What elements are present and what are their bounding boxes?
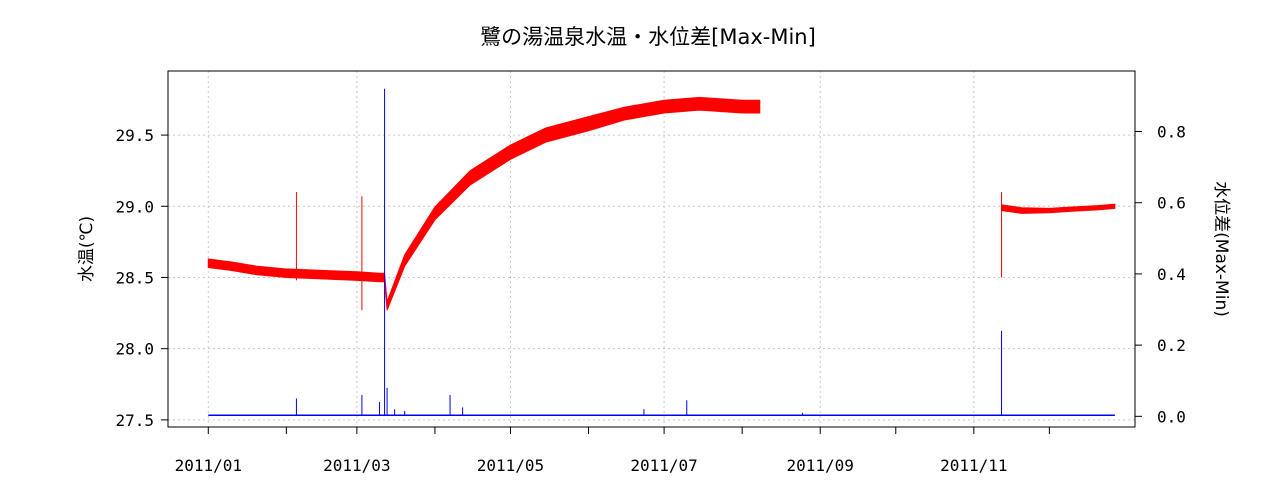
y2-tick-label: 0.6 xyxy=(1157,194,1186,213)
y-axis-label: 水温(℃) xyxy=(77,216,97,282)
y2-tick-label: 0.8 xyxy=(1157,123,1186,142)
axes: 2011/01 2011/03 2011/05 2011/07 2011/09 2011/… xyxy=(115,123,1185,475)
y-tick-label: 28.0 xyxy=(115,340,154,359)
x-tick-label: 2011/03 xyxy=(323,456,390,475)
y2-axis-label: 水位差(Max-Min) xyxy=(1211,181,1231,317)
x-tick-label: 2011/05 xyxy=(477,456,544,475)
temperature-band xyxy=(207,96,761,311)
y-tick-label: 29.5 xyxy=(115,126,154,145)
y2-tick-label: 0.4 xyxy=(1157,265,1186,284)
y2-tick-label: 0.2 xyxy=(1157,336,1186,355)
x-tick-label: 2011/07 xyxy=(630,456,697,475)
plot-frame xyxy=(167,70,1136,428)
x-tick-label: 2011/09 xyxy=(787,456,854,475)
temperature-line xyxy=(1001,205,1115,212)
temperature-band xyxy=(1001,203,1116,214)
grid xyxy=(168,71,1135,427)
y-tick-label: 29.0 xyxy=(115,197,154,216)
y-tick-label: 27.5 xyxy=(115,411,154,430)
y2-tick-label: 0.0 xyxy=(1157,407,1186,426)
y-tick-label: 28.5 xyxy=(115,268,154,287)
x-tick-label: 2011/11 xyxy=(940,456,1007,475)
x-tick-label: 2011/01 xyxy=(175,456,242,475)
water-temperature-series xyxy=(207,96,1116,311)
water-level-diff-series xyxy=(208,88,1115,417)
temperature-line xyxy=(208,103,760,307)
chart-title: 鷺の湯温泉水温・水位差[Max-Min] xyxy=(480,25,816,49)
